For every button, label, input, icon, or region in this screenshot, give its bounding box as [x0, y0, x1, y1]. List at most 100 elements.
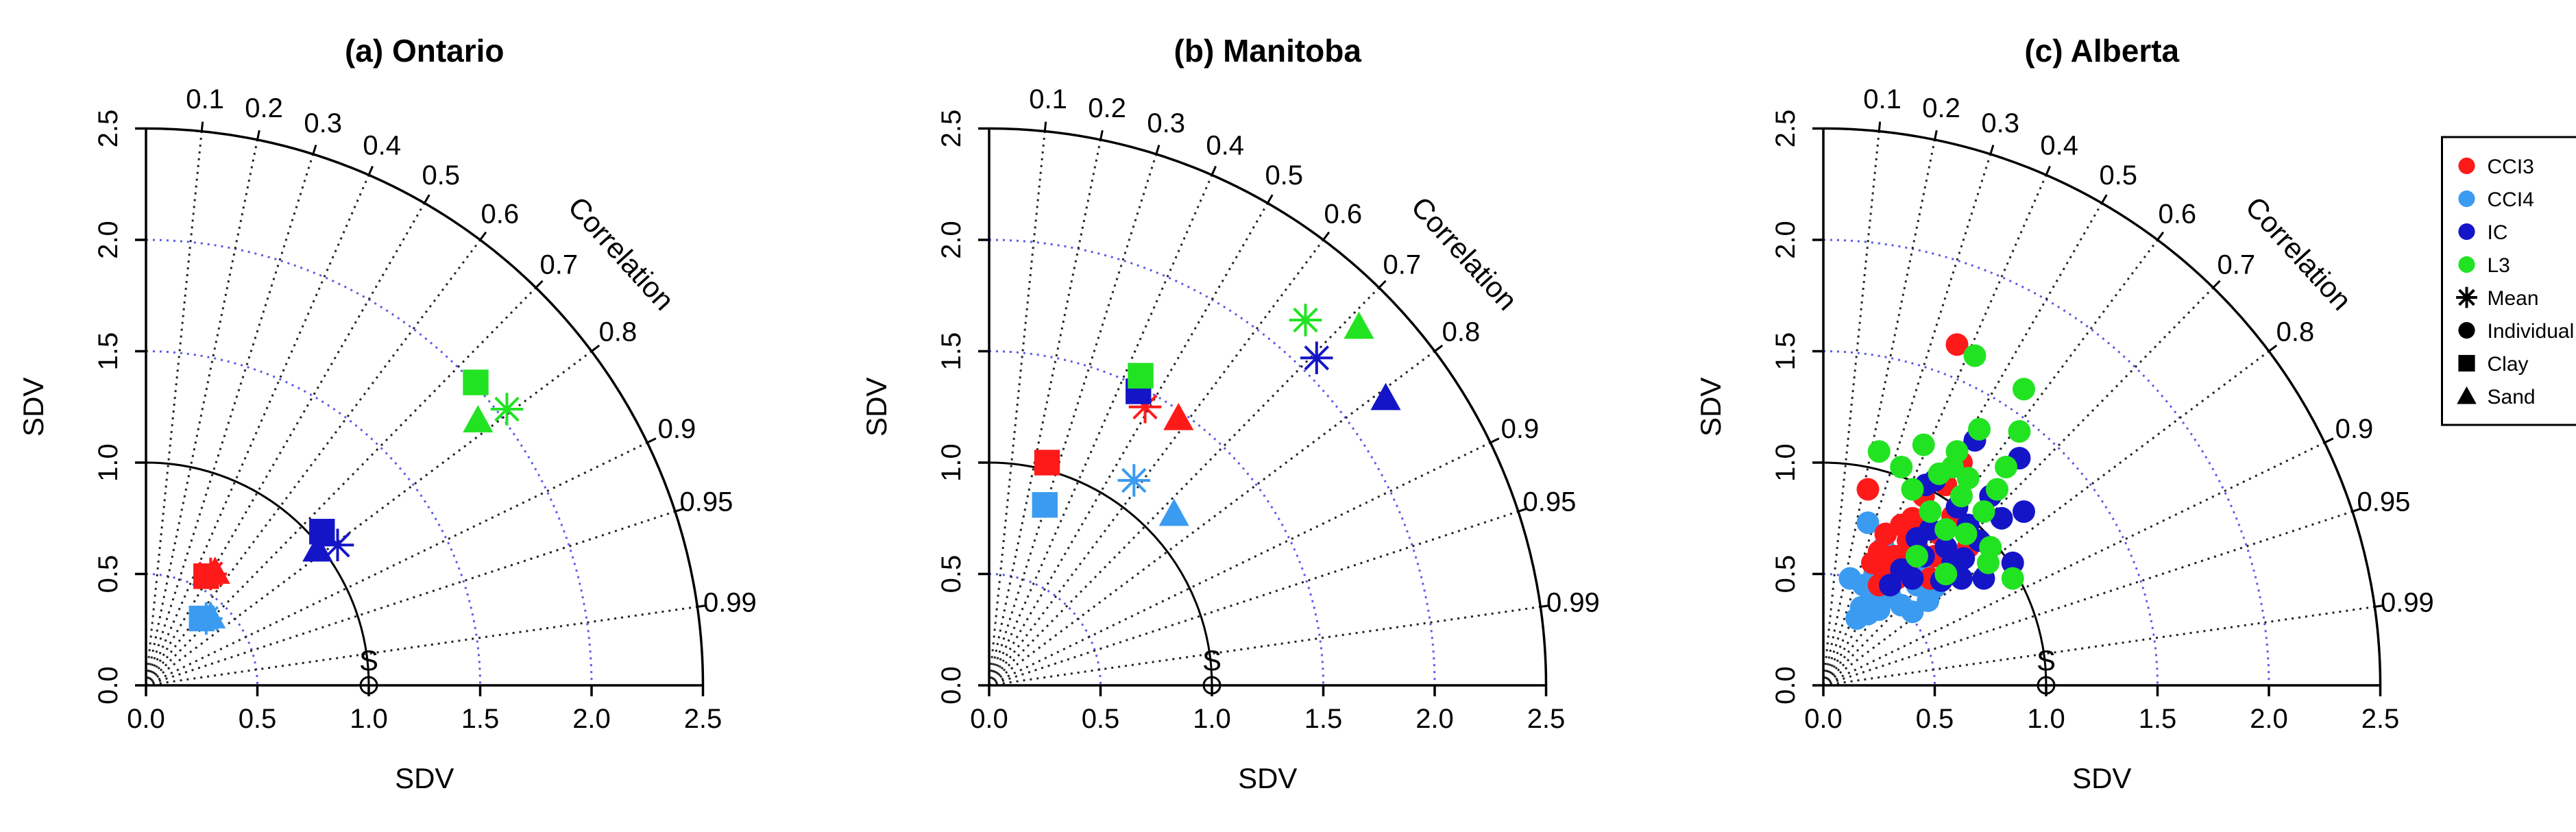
- x-tick-label: 1.0: [350, 704, 388, 734]
- data-point-l3-circle: [1977, 551, 2000, 574]
- correlation-ray: [1823, 350, 2270, 687]
- data-point-cci3-asterisk: [194, 557, 228, 591]
- sd-grid-arc: [145, 238, 593, 686]
- data-point-cci4-triangle: [1158, 498, 1189, 526]
- y-tick-label: 2.0: [93, 221, 123, 259]
- data-point-l3-circle: [1901, 478, 1924, 501]
- taylor-panel-3: (c) Alberta 0.00.0 0.5 0.5 1.0 1.0 1.5 1.5 2.0 2.…: [1694, 33, 2576, 794]
- y-tick-label: 0.0: [93, 666, 123, 705]
- y-tick-label: 2.5: [1771, 110, 1801, 148]
- correlation-ray: [145, 154, 315, 686]
- y-tick-label: 1.0: [93, 443, 123, 482]
- correlation-ray: [988, 605, 1541, 687]
- legend-label: Sand: [2488, 386, 2536, 408]
- legend-label: L3: [2488, 254, 2510, 277]
- y-tick-label: 0.0: [1771, 666, 1801, 705]
- data-point-l3-circle: [1934, 518, 1958, 541]
- correlation-tick: [2100, 194, 2108, 204]
- y-tick-label: 1.0: [1771, 443, 1801, 482]
- y-axis-label: SDV: [860, 378, 892, 437]
- correlation-tick-label: 0.3: [304, 108, 342, 138]
- data-point-l3-circle: [1972, 500, 1995, 523]
- y-tick-label: 2.0: [936, 221, 967, 259]
- data-point-l3-circle: [2008, 420, 2031, 443]
- legend-marker-triangle: [2457, 386, 2477, 404]
- correlation-tick: [2156, 231, 2165, 241]
- data-point-l3-circle: [1968, 417, 1991, 441]
- correlation-tick-label: 0.95: [680, 487, 733, 517]
- correlation-tick-label: 0.1: [1029, 84, 1067, 114]
- x-tick-label: 2.0: [2250, 704, 2288, 734]
- data-point-l3-circle: [1945, 440, 1969, 463]
- data-point-l3-circle: [1867, 440, 1891, 463]
- data-point-l3-triangle: [463, 405, 494, 432]
- legend-label: Individual: [2488, 320, 2575, 343]
- x-tick-label: 1.0: [2027, 704, 2065, 734]
- y-axis-label: SDV: [17, 378, 49, 437]
- x-tick-label: 2.5: [684, 704, 722, 734]
- data-point-l3-circle: [1919, 500, 1942, 523]
- correlation-tick-label: 0.5: [422, 160, 460, 191]
- reference-point-marker: [2037, 676, 2056, 695]
- panel-title: (c) Alberta: [2024, 33, 2179, 69]
- sd-grid-arc: [1823, 238, 2270, 686]
- reference-point-label: S: [359, 644, 378, 676]
- data-point-ic-circle: [2013, 500, 2035, 523]
- correlation-tick: [1934, 130, 1938, 140]
- correlation-tick-label: 0.95: [2357, 487, 2411, 517]
- y-tick-label: 0.5: [1771, 555, 1801, 594]
- correlation-tick: [1518, 507, 1528, 513]
- data-point-cci3-circle: [1856, 478, 1880, 501]
- correlation-tick: [697, 604, 707, 608]
- x-tick-label: 0.5: [1916, 704, 1954, 734]
- data-point-ic-triangle: [302, 534, 333, 562]
- correlation-tick-label: 0.4: [363, 130, 401, 160]
- reference-point-label: S: [2037, 644, 2056, 676]
- correlation-tick-label: 0.8: [599, 317, 637, 347]
- correlation-tick: [367, 165, 374, 175]
- correlation-tick: [1434, 344, 1444, 352]
- data-point-l3-circle: [1912, 433, 1935, 456]
- taylor-panel-2: (b) Manitoba 0.00.0 0.5 0.5 1.0 1.0 1.5 1.5 2.0 2…: [860, 33, 1600, 794]
- correlation-axis-label: Correlation: [562, 191, 681, 317]
- reference-arc: [988, 461, 1213, 686]
- correlation-tick: [1211, 165, 1217, 175]
- data-point-l3-triangle: [1344, 311, 1374, 339]
- reference-arc: [145, 461, 370, 686]
- correlation-tick: [1099, 130, 1104, 140]
- y-tick-label: 2.5: [936, 110, 967, 148]
- reference-point-marker: [1202, 676, 1222, 695]
- data-point-l3-circle: [1954, 522, 1978, 546]
- y-tick-label: 0.5: [936, 555, 967, 594]
- correlation-tick-label: 0.9: [2335, 414, 2374, 444]
- data-point-ic-circle: [1990, 506, 2013, 530]
- data-point-l3-circle: [1956, 467, 1980, 490]
- legend-marker-circle: [2458, 256, 2475, 273]
- correlation-tick: [2324, 437, 2334, 444]
- correlation-tick: [1266, 194, 1274, 204]
- correlation-tick: [1322, 231, 1330, 241]
- data-point-ic-triangle: [1370, 382, 1401, 411]
- data-point-ic-circle: [1952, 547, 1976, 570]
- data-point-cci4-asterisk: [1117, 464, 1150, 497]
- data-point-cci4-circle: [1917, 589, 1940, 612]
- correlation-ray: [988, 441, 1491, 687]
- correlation-ray: [988, 131, 1046, 686]
- panel-title: (b) Manitoba: [1174, 33, 1362, 69]
- correlation-tick: [1540, 604, 1551, 608]
- legend-label: IC: [2488, 221, 2508, 244]
- data-point-cci4-circle: [1856, 511, 1880, 535]
- correlation-tick: [2268, 344, 2278, 352]
- correlation-tick-label: 0.3: [1981, 108, 2019, 138]
- legend-marker-asterisk: [2456, 286, 2477, 308]
- x-tick-label: 2.0: [1415, 704, 1454, 734]
- correlation-ray: [145, 605, 698, 687]
- correlation-ray: [988, 139, 1102, 686]
- taylor-panel-1: (a) Ontario 0.00.0 0.5 0.5 1.0 1.0 1.5 1.5 2.0 2.…: [17, 33, 757, 794]
- data-point-ic-circle: [1906, 527, 1928, 550]
- data-point-cci3-square: [1034, 450, 1060, 476]
- correlation-ray: [988, 510, 1519, 687]
- sd-grid-arc: [145, 350, 481, 686]
- correlation-tick: [2212, 280, 2221, 289]
- correlation-ray: [145, 350, 592, 687]
